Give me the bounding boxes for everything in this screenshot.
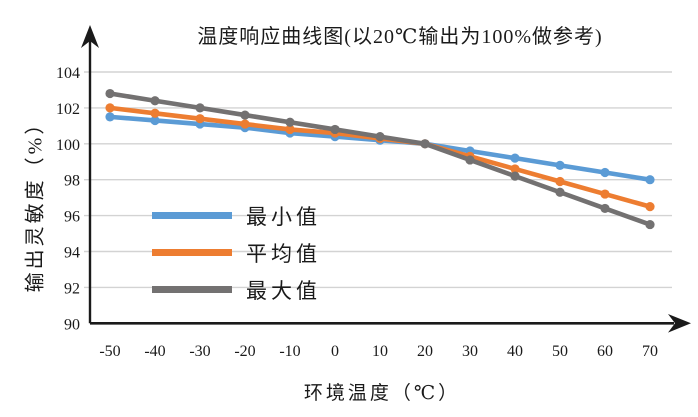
x-tick-label: 10 [372, 343, 388, 360]
data-point [240, 119, 250, 129]
x-tick-label: 0 [331, 343, 339, 360]
legend-label: 最大值 [246, 278, 321, 303]
y-tick-label: 90 [64, 316, 80, 333]
data-point [330, 124, 340, 135]
y-tick-label: 100 [56, 137, 80, 154]
x-tick-label: -10 [279, 343, 300, 360]
x-tick-label: -40 [144, 343, 165, 360]
data-point [285, 117, 295, 127]
legend-swatch-icon [152, 286, 232, 293]
x-tick-label: -20 [234, 343, 255, 360]
legend-label: 平均值 [246, 241, 321, 266]
data-point [465, 155, 475, 165]
x-tick-label: 70 [642, 343, 658, 360]
data-point [645, 202, 655, 212]
data-point [285, 124, 295, 135]
data-point [240, 110, 250, 120]
y-tick-label: 92 [64, 280, 80, 297]
data-point [600, 167, 610, 178]
data-point [420, 139, 430, 149]
legend-swatch-icon [152, 212, 232, 219]
data-point [600, 189, 610, 199]
y-tick-label: 96 [64, 209, 80, 226]
series-line-0 [107, 114, 653, 182]
legend: 最小值 平均值 最大值 [152, 197, 321, 308]
data-point [645, 175, 655, 185]
x-tick-label: 60 [597, 343, 613, 360]
x-axis-label: 环境温度（℃） [303, 383, 461, 404]
y-tick-label: 94 [64, 245, 80, 262]
data-point [105, 112, 115, 122]
legend-label: 最小值 [246, 204, 321, 229]
data-point [555, 176, 565, 187]
data-point [150, 108, 160, 118]
data-point [375, 132, 385, 142]
data-point [600, 203, 610, 214]
legend-item-1: 平均值 [152, 234, 321, 271]
data-point [105, 103, 115, 113]
x-tick-label: 30 [462, 343, 478, 360]
data-point [510, 164, 520, 174]
data-point [105, 88, 115, 99]
data-point [645, 219, 655, 230]
data-point [510, 153, 520, 163]
legend-item-2: 最大值 [152, 271, 321, 308]
data-point [555, 187, 565, 197]
x-tick-label: -30 [189, 343, 210, 360]
data-point [555, 160, 565, 170]
data-point [150, 115, 160, 126]
legend-item-0: 最小值 [152, 197, 321, 234]
data-point [195, 103, 205, 113]
data-point [195, 114, 205, 124]
x-tick-label: 50 [552, 343, 568, 360]
legend-swatch-icon [152, 249, 232, 256]
data-point [150, 96, 160, 106]
y-axis-arrow-icon [81, 25, 99, 48]
x-axis-arrow-icon [668, 314, 691, 333]
y-tick-label: 98 [64, 173, 80, 190]
x-tick-label: -50 [99, 343, 120, 360]
x-tick-label: 20 [417, 343, 433, 360]
x-tick-label: 40 [507, 343, 523, 360]
data-point [510, 171, 520, 181]
y-tick-label: 102 [56, 101, 80, 118]
y-tick-label: 104 [56, 65, 80, 82]
chart-title: 温度响应曲线图(以20℃输出为100%做参考) [197, 26, 603, 48]
